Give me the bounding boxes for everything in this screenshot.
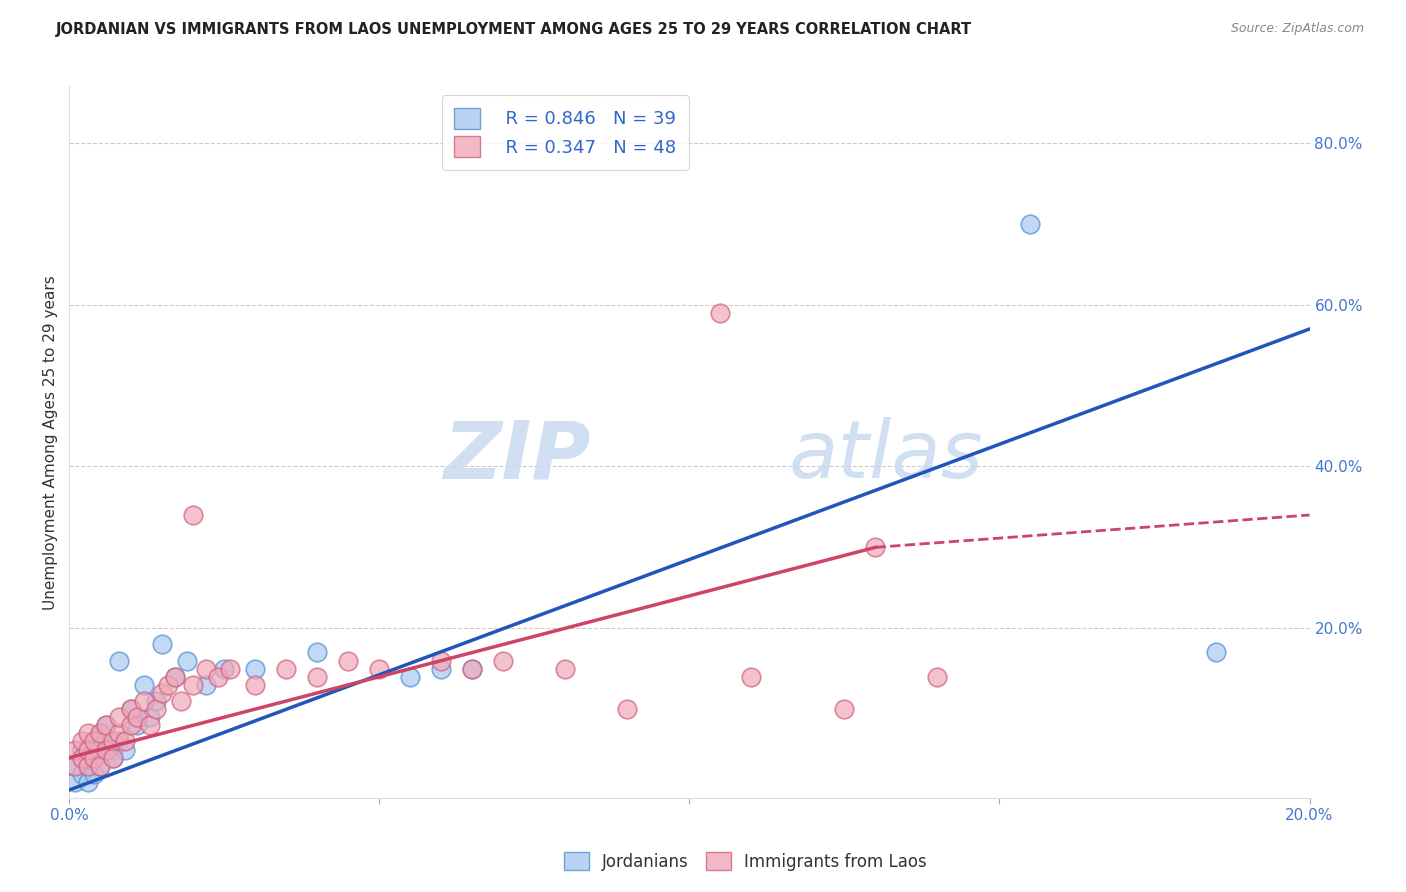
Text: ZIP: ZIP <box>443 417 591 495</box>
Point <box>307 670 329 684</box>
Point <box>83 734 105 748</box>
Point <box>65 758 87 772</box>
Point <box>219 662 242 676</box>
Point <box>368 662 391 676</box>
Text: Source: ZipAtlas.com: Source: ZipAtlas.com <box>1230 22 1364 36</box>
Point <box>65 742 87 756</box>
Point <box>101 742 124 756</box>
Text: JORDANIAN VS IMMIGRANTS FROM LAOS UNEMPLOYMENT AMONG AGES 25 TO 29 YEARS CORRELA: JORDANIAN VS IMMIGRANTS FROM LAOS UNEMPL… <box>56 22 973 37</box>
Point <box>740 670 762 684</box>
Point <box>139 718 162 732</box>
Point <box>337 654 360 668</box>
Point <box>89 758 111 772</box>
Point <box>399 670 422 684</box>
Point <box>276 662 298 676</box>
Point <box>492 654 515 668</box>
Point <box>430 662 453 676</box>
Point <box>108 654 131 668</box>
Point <box>145 702 167 716</box>
Point <box>76 758 98 772</box>
Point <box>101 734 124 748</box>
Point <box>89 742 111 756</box>
Point <box>127 718 149 732</box>
Point <box>83 766 105 780</box>
Point <box>108 726 131 740</box>
Point <box>76 726 98 740</box>
Point <box>96 742 118 756</box>
Point <box>114 742 136 756</box>
Point <box>96 718 118 732</box>
Point <box>616 702 638 716</box>
Point <box>70 750 93 764</box>
Point <box>430 654 453 668</box>
Point <box>150 637 173 651</box>
Legend: Jordanians, Immigrants from Laos: Jordanians, Immigrants from Laos <box>555 844 935 880</box>
Point <box>83 750 105 764</box>
Point <box>120 718 142 732</box>
Point <box>927 670 949 684</box>
Point <box>83 734 105 748</box>
Point <box>709 306 731 320</box>
Point <box>1019 217 1042 231</box>
Point <box>76 775 98 789</box>
Point <box>76 742 98 756</box>
Point <box>83 750 105 764</box>
Point <box>245 678 267 692</box>
Point <box>65 758 87 772</box>
Point <box>70 766 93 780</box>
Point <box>207 670 229 684</box>
Point <box>834 702 856 716</box>
Point <box>89 726 111 740</box>
Point <box>194 662 217 676</box>
Point <box>181 678 204 692</box>
Point <box>132 694 155 708</box>
Point <box>170 694 193 708</box>
Point <box>108 710 131 724</box>
Point <box>163 670 186 684</box>
Point <box>70 750 93 764</box>
Point <box>120 702 142 716</box>
Point <box>307 645 329 659</box>
Point <box>461 662 484 676</box>
Point <box>127 710 149 724</box>
Point <box>163 670 186 684</box>
Point <box>157 678 180 692</box>
Point <box>65 775 87 789</box>
Text: atlas: atlas <box>789 417 983 495</box>
Point <box>101 750 124 764</box>
Point <box>865 541 887 555</box>
Point <box>245 662 267 676</box>
Point <box>76 758 98 772</box>
Point <box>150 686 173 700</box>
Point <box>194 678 217 692</box>
Point <box>554 662 576 676</box>
Point <box>76 742 98 756</box>
Point <box>214 662 236 676</box>
Point <box>145 694 167 708</box>
Point <box>70 742 93 756</box>
Point <box>101 750 124 764</box>
Point <box>176 654 198 668</box>
Y-axis label: Unemployment Among Ages 25 to 29 years: Unemployment Among Ages 25 to 29 years <box>44 275 58 609</box>
Point <box>89 726 111 740</box>
Point <box>96 742 118 756</box>
Point <box>108 734 131 748</box>
Point <box>76 750 98 764</box>
Point <box>181 508 204 522</box>
Point <box>461 662 484 676</box>
Point <box>114 734 136 748</box>
Point <box>96 718 118 732</box>
Point <box>132 678 155 692</box>
Point <box>70 734 93 748</box>
Point <box>1205 645 1227 659</box>
Legend:   R = 0.846   N = 39,   R = 0.347   N = 48: R = 0.846 N = 39, R = 0.347 N = 48 <box>441 95 689 169</box>
Point <box>120 702 142 716</box>
Point <box>139 710 162 724</box>
Point <box>89 758 111 772</box>
